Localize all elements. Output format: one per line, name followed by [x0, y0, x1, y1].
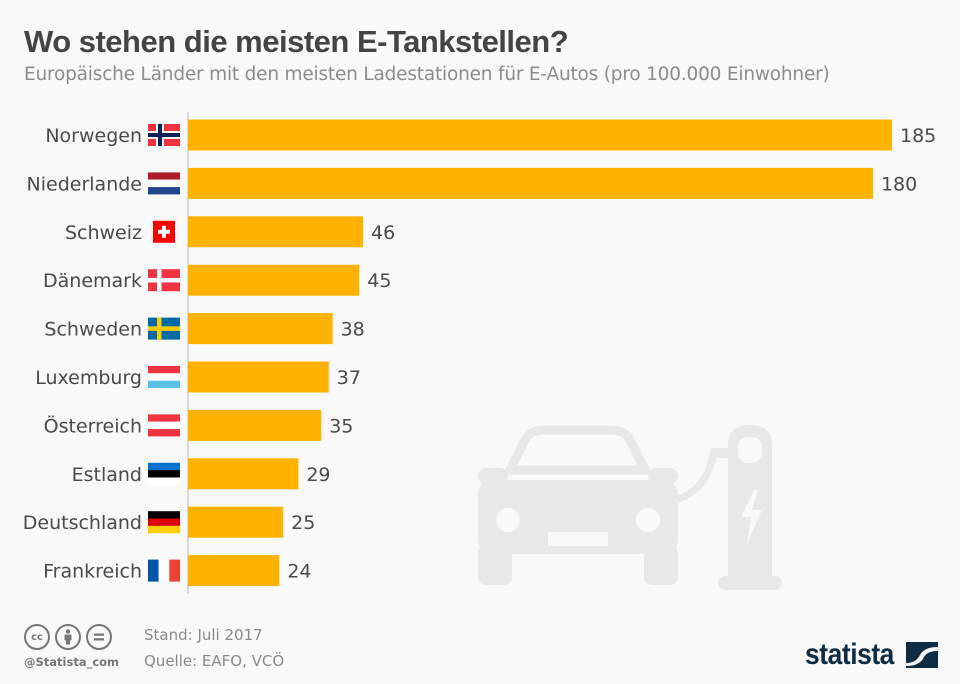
- chart-title: Wo stehen die meisten E-Tankstellen?: [24, 24, 569, 59]
- category-label: Schweiz: [65, 222, 142, 244]
- flag-germany-icon: [148, 511, 180, 534]
- value-label: 45: [367, 270, 391, 292]
- category-label: Estland: [72, 464, 142, 486]
- bar-estland: [188, 458, 299, 490]
- category-label: Deutschland: [23, 512, 142, 534]
- category-label: Frankreich: [43, 561, 142, 583]
- flag-estonia-icon: [148, 462, 180, 485]
- bar-niederlande: [188, 167, 873, 199]
- category-label: Norwegen: [45, 125, 142, 147]
- attribution-icon: [55, 624, 81, 650]
- value-label: 24: [287, 561, 311, 583]
- bar-norwegen: [188, 119, 892, 151]
- value-label: 38: [341, 319, 365, 341]
- bar-schweiz: [188, 216, 364, 248]
- flag-norway-icon: [148, 124, 180, 146]
- bar-schweden: [188, 313, 333, 345]
- category-label: Österreich: [44, 414, 142, 437]
- flag-luxembourg-icon: [148, 366, 180, 388]
- value-label: 37: [337, 367, 361, 389]
- bar-chart: Norwegen 185 Niederlande 180 Schweiz 46 Dänema…: [23, 112, 936, 594]
- bar-österreich: [188, 409, 322, 441]
- license-icons: cc: [24, 624, 112, 650]
- flag-denmark-icon: [148, 269, 180, 292]
- statista-logo-text: statista: [805, 638, 894, 671]
- statista-logo-icon: [906, 642, 939, 668]
- flag-austria-icon: [148, 414, 180, 437]
- category-label: Luxemburg: [35, 367, 142, 389]
- category-label: Dänemark: [43, 270, 142, 292]
- bar-deutschland: [188, 506, 284, 538]
- source-note: Quelle: EAFO, VCÖ: [144, 652, 285, 670]
- electric-car-charging-icon: [478, 425, 782, 590]
- flag-switzerland-icon: [153, 220, 175, 243]
- value-label: 29: [306, 464, 330, 486]
- statista-logo[interactable]: statista: [805, 638, 939, 672]
- value-label: 25: [291, 512, 315, 534]
- value-label: 35: [329, 415, 353, 437]
- category-label: Schweden: [44, 319, 142, 341]
- no-derivatives-icon: [86, 624, 112, 650]
- value-label: 180: [881, 173, 917, 195]
- stand-date: Stand: Juli 2017: [144, 626, 263, 644]
- bar-frankreich: [188, 555, 280, 587]
- flag-sweden-icon: [148, 317, 180, 340]
- value-label: 46: [371, 222, 395, 244]
- chart-subtitle: Europäische Länder mit den meisten Lades…: [24, 64, 830, 85]
- cc-icon: cc: [24, 624, 50, 650]
- flag-netherlands-icon: [148, 172, 180, 195]
- bar-dänemark: [188, 264, 360, 296]
- twitter-handle[interactable]: @Statista_com: [24, 655, 120, 669]
- category-label: Niederlande: [27, 173, 142, 195]
- bar-luxemburg: [188, 361, 329, 393]
- value-label: 185: [900, 125, 936, 147]
- flag-france-icon: [148, 559, 180, 582]
